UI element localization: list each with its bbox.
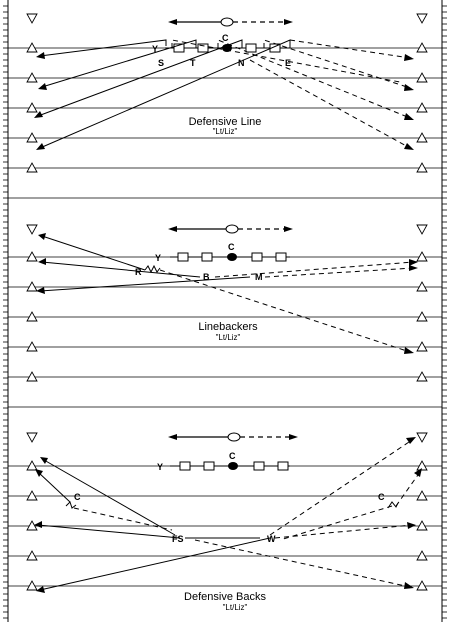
- center-label: C: [229, 451, 236, 461]
- up-cone-icon: [26, 132, 38, 143]
- down-cone-icon: [416, 13, 428, 24]
- up-cone-icon: [26, 460, 38, 471]
- panel-title: Defensive Line: [189, 116, 262, 128]
- defender-label: W: [267, 534, 276, 544]
- up-cone-icon: [416, 102, 428, 113]
- up-cone-icon: [416, 580, 428, 591]
- y-label: Y: [155, 253, 161, 263]
- down-cone-icon: [416, 432, 428, 443]
- up-cone-icon: [26, 341, 38, 352]
- up-cone-icon: [416, 251, 428, 262]
- defender-label: B: [203, 272, 210, 282]
- up-cone-icon: [416, 490, 428, 501]
- panel-linebackers: Y C R B M Linebackers "Lt/Liz": [36, 224, 418, 354]
- panel-subtitle: "Lt/Liz": [223, 603, 248, 612]
- up-cone-icon: [416, 72, 428, 83]
- up-cone-icon: [416, 281, 428, 292]
- panel-defensive-backs: Y C C FS W C Defensive Backs "Lt/Liz": [34, 432, 422, 612]
- y-label: Y: [152, 44, 158, 54]
- up-cone-icon: [416, 42, 428, 53]
- cone-markers: [26, 13, 428, 591]
- up-cone-icon: [26, 72, 38, 83]
- down-cone-icon: [416, 224, 428, 235]
- defender-label: C: [74, 492, 81, 502]
- up-cone-icon: [26, 251, 38, 262]
- defender-label: FS: [172, 534, 184, 544]
- right-hash-marks: [442, 5, 447, 619]
- up-cone-icon: [26, 490, 38, 501]
- up-cone-icon: [26, 550, 38, 561]
- down-cone-icon: [26, 432, 38, 443]
- up-cone-icon: [416, 550, 428, 561]
- up-cone-icon: [26, 281, 38, 292]
- panel-subtitle: "Lt/Liz": [216, 333, 241, 342]
- defender-label: R: [135, 267, 142, 277]
- up-cone-icon: [26, 162, 38, 173]
- up-cone-icon: [416, 311, 428, 322]
- up-cone-icon: [26, 580, 38, 591]
- y-label: Y: [157, 462, 163, 472]
- up-cone-icon: [416, 460, 428, 471]
- defender-label: S: [158, 58, 164, 68]
- panel-defensive-line: Y C S T N E Defensive Line "Lt/Liz": [34, 17, 414, 150]
- panel-subtitle: "Lt/Liz": [213, 127, 238, 136]
- up-cone-icon: [416, 371, 428, 382]
- panel-title: Defensive Backs: [184, 591, 266, 603]
- defender-label: N: [238, 58, 245, 68]
- up-cone-icon: [26, 311, 38, 322]
- defender-label: C: [378, 492, 385, 502]
- panel-title: Linebackers: [198, 321, 258, 333]
- up-cone-icon: [26, 371, 38, 382]
- defender-label: T: [190, 58, 196, 68]
- down-cone-icon: [26, 224, 38, 235]
- left-hash-marks: [3, 5, 8, 619]
- up-cone-icon: [416, 520, 428, 531]
- up-cone-icon: [416, 162, 428, 173]
- defender-label: M: [255, 272, 263, 282]
- center-label: C: [222, 33, 229, 43]
- up-cone-icon: [416, 132, 428, 143]
- defender-label: E: [285, 58, 291, 68]
- up-cone-icon: [26, 102, 38, 113]
- up-cone-icon: [26, 520, 38, 531]
- down-cone-icon: [26, 13, 38, 24]
- up-cone-icon: [26, 42, 38, 53]
- up-cone-icon: [416, 341, 428, 352]
- center-label: C: [228, 242, 235, 252]
